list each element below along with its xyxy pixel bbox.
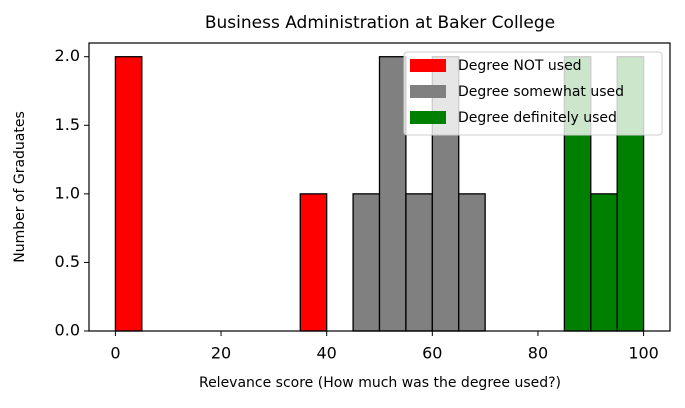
x-tick-label: 0	[110, 344, 120, 363]
bar	[405, 193, 433, 332]
legend-label: Degree somewhat used	[458, 84, 624, 100]
legend-swatch	[410, 85, 446, 98]
legend-box	[403, 51, 663, 136]
x-tick-label: 60	[422, 344, 442, 363]
bar	[352, 193, 381, 332]
bar	[114, 56, 143, 332]
chart-title: Business Administration at Baker College	[205, 13, 555, 33]
x-tick-label: 40	[317, 344, 337, 363]
legend-label: Degree definitely used	[458, 110, 617, 126]
x-tick-label: 80	[528, 344, 548, 363]
bar	[590, 193, 618, 332]
x-tick-label: 100	[628, 344, 659, 363]
legend-label: Degree NOT used	[458, 58, 582, 74]
y-axis-label: Number of Graduates	[12, 111, 28, 263]
y-tick-label: 0.0	[55, 321, 80, 340]
y-tick-label: 0.5	[55, 252, 80, 271]
y-tick-label: 1.5	[55, 115, 80, 134]
x-tick-label: 20	[211, 344, 231, 363]
plot-frame	[88, 42, 671, 332]
bar	[299, 193, 328, 332]
y-tick-label: 2.0	[55, 46, 80, 65]
legend-swatch	[410, 111, 446, 124]
bar	[378, 56, 407, 332]
bar	[458, 193, 486, 332]
x-axis-label: Relevance score (How much was the degree…	[199, 375, 561, 391]
legend-swatch	[410, 59, 446, 72]
y-tick-label: 1.0	[55, 183, 80, 202]
